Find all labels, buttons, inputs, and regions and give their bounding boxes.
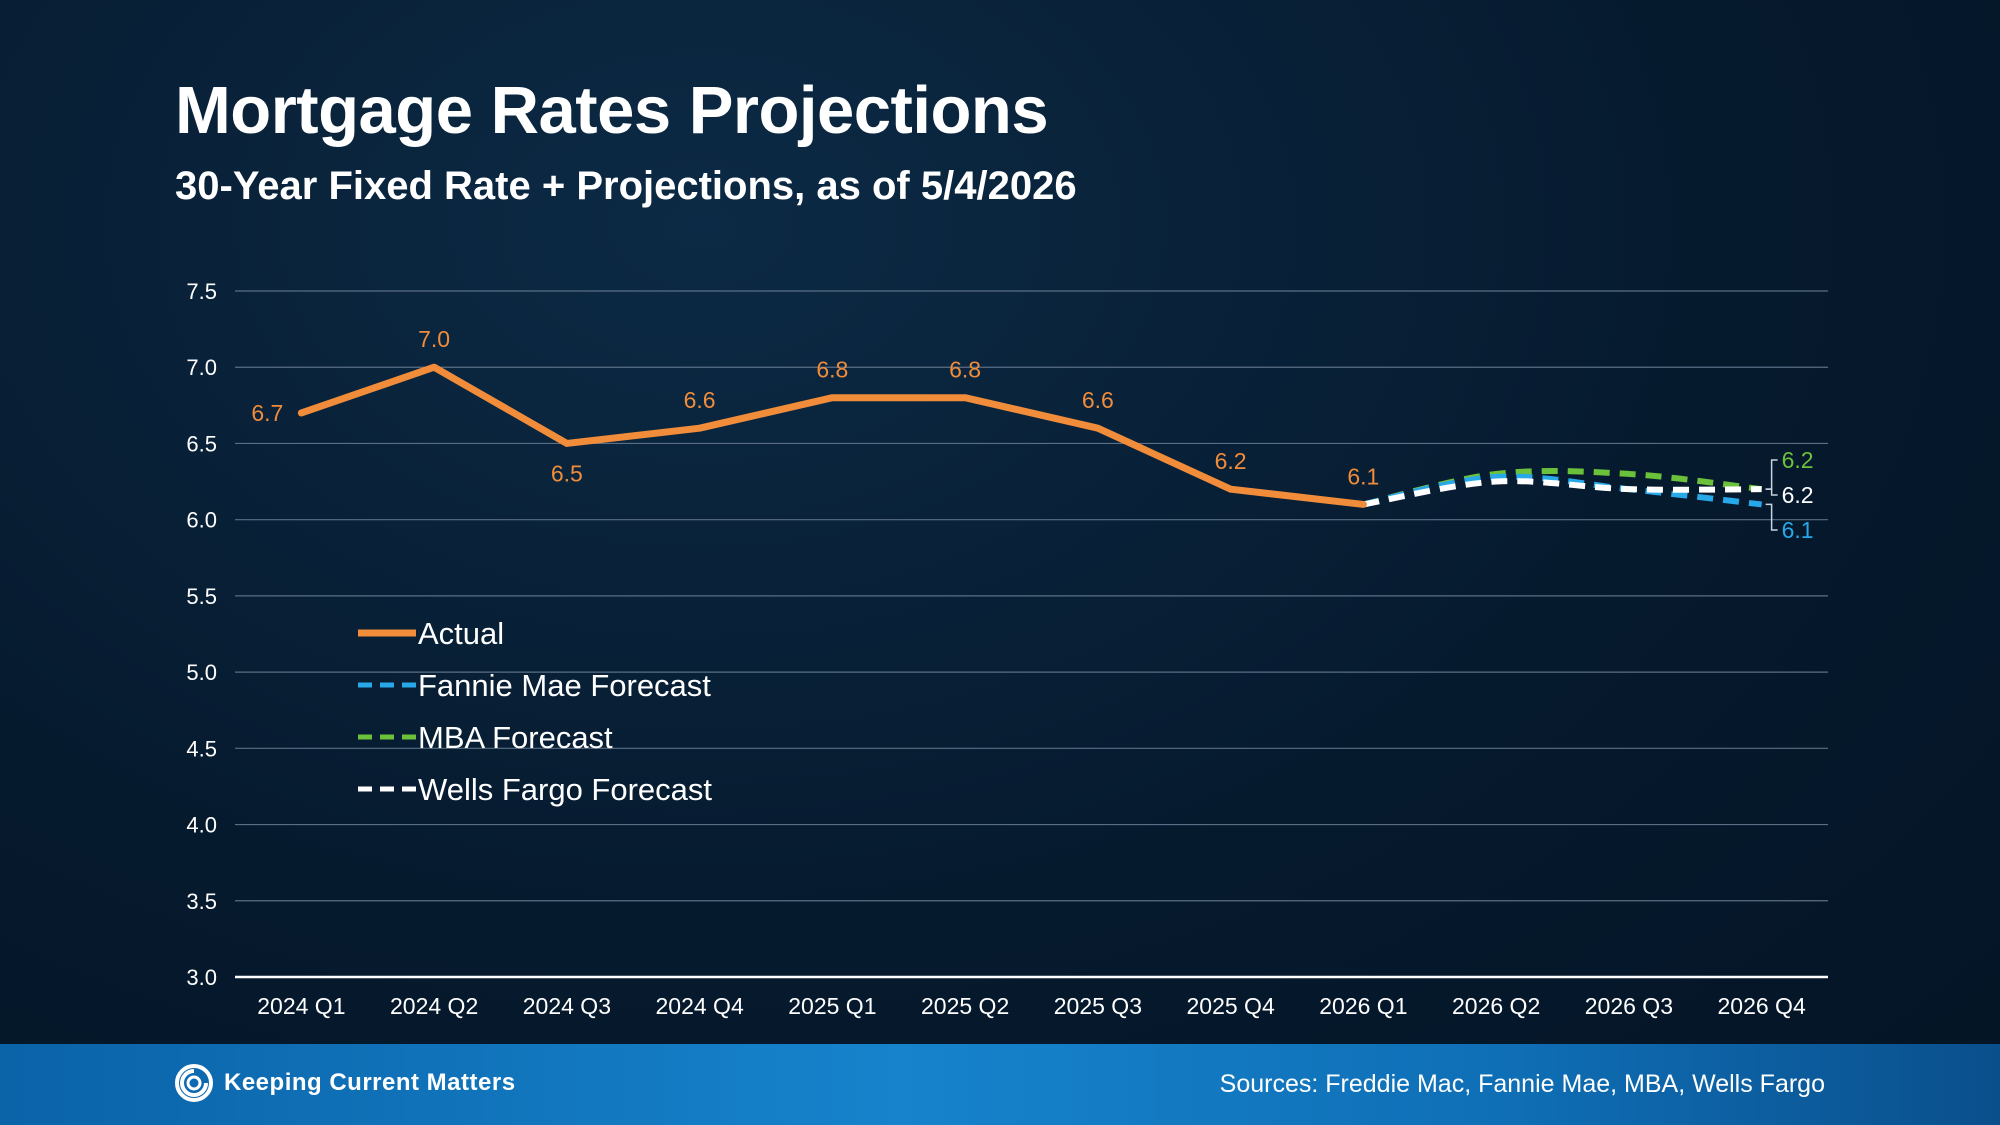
series-line-actual <box>297 363 1367 508</box>
data-label: 6.7 <box>251 400 283 426</box>
legend-label: Wells Fargo Forecast <box>418 772 712 807</box>
footer-bar: Keeping Current Matters Sources: Freddie… <box>0 1044 2000 1125</box>
x-tick-label: 2026 Q4 <box>1718 993 1806 1019</box>
x-tick-label: 2024 Q3 <box>523 993 611 1019</box>
line-chart: 3.0 3.5 4.0 4.5 5.0 5.5 6.0 6.5 7.0 7.5 2024 Q1 202… <box>186 279 1828 1019</box>
data-label: 6.5 <box>551 460 583 486</box>
data-label: 6.8 <box>949 357 981 383</box>
legend-label: MBA Forecast <box>418 720 613 755</box>
x-tick-label: 2025 Q4 <box>1187 993 1275 1019</box>
label-connector <box>1765 488 1778 496</box>
x-tick-label: 2024 Q4 <box>656 993 744 1019</box>
legend-label: Actual <box>418 616 504 651</box>
end-label: 6.1 <box>1782 517 1814 543</box>
x-tick-label: 2026 Q2 <box>1452 993 1540 1019</box>
y-tick-label: 7.5 <box>186 279 217 304</box>
y-tick-label: 4.0 <box>186 813 217 838</box>
x-tick-label: 2024 Q1 <box>257 993 345 1019</box>
end-label: 6.2 <box>1782 447 1814 473</box>
label-connector <box>1765 503 1778 531</box>
data-label: 7.0 <box>418 326 450 352</box>
x-tick-label: 2026 Q3 <box>1585 993 1673 1019</box>
x-tick-label: 2026 Q1 <box>1319 993 1407 1019</box>
y-tick-label: 5.5 <box>186 584 217 609</box>
y-tick-label: 7.0 <box>186 355 217 380</box>
data-label: 6.2 <box>1215 448 1247 474</box>
series-line-wells-fargo-forecast <box>1362 478 1762 508</box>
sources-text: Sources: Freddie Mac, Fannie Mae, MBA, W… <box>1219 1070 1825 1098</box>
data-label: 6.6 <box>1082 387 1114 413</box>
label-connector <box>1765 459 1778 490</box>
y-tick-label: 3.5 <box>186 889 217 914</box>
data-label: 6.1 <box>1347 463 1379 489</box>
data-label: 6.6 <box>684 387 716 413</box>
chart-title: Mortgage Rates Projections <box>175 73 1049 148</box>
x-tick-label: 2025 Q2 <box>921 993 1009 1019</box>
data-label: 6.8 <box>816 357 848 383</box>
x-tick-label: 2025 Q1 <box>788 993 876 1019</box>
end-label: 6.2 <box>1782 482 1814 508</box>
y-tick-label: 5.0 <box>186 660 217 685</box>
brand-logo: Keeping Current Matters <box>174 1063 516 1103</box>
y-tick-label: 4.5 <box>186 736 217 761</box>
x-tick-label: 2025 Q3 <box>1054 993 1142 1019</box>
y-tick-label: 6.0 <box>186 508 217 533</box>
legend-label: Fannie Mae Forecast <box>418 668 711 703</box>
y-tick-label: 3.0 <box>186 965 217 990</box>
x-tick-label: 2024 Q2 <box>390 993 478 1019</box>
logo-swirl-icon <box>175 1064 213 1102</box>
logo-text: Keeping Current Matters <box>224 1069 516 1096</box>
y-tick-label: 6.5 <box>186 431 217 456</box>
chart-subtitle: 30-Year Fixed Rate + Projections, as of … <box>175 164 1077 208</box>
